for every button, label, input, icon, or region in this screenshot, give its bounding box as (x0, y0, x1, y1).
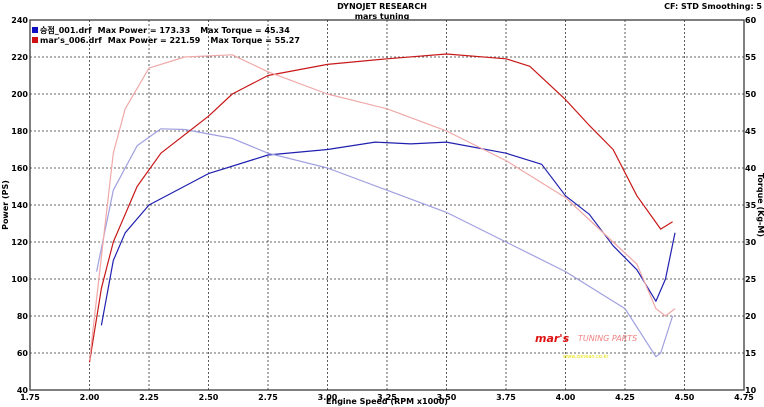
legend-row-1: 승점_001.drf Max Power = 173.33 Max Torque =… (40, 25, 290, 35)
y-tick-label: 240 (11, 16, 28, 25)
y2-tick-label: 35 (745, 201, 757, 210)
legend-torque-2: Max Torque = 55.27 (210, 36, 300, 45)
series-line-2 (96, 128, 674, 358)
series-line-4 (88, 54, 676, 361)
chart-title: DYNOJET RESEARCH (337, 2, 427, 11)
y2-tick-label: 10 (745, 386, 757, 395)
series-line-3 (88, 53, 673, 363)
y-tick-label: 220 (11, 53, 28, 62)
x-tick-label: 2.50 (199, 393, 219, 402)
y2-tick-label: 50 (745, 90, 757, 99)
x-tick-label: 4.25 (615, 393, 635, 402)
y2-tick-label: 55 (745, 53, 757, 62)
y-axis-label: Power (PS) (1, 180, 10, 230)
y2-tick-label: 15 (745, 349, 757, 358)
y-tick-label: 120 (11, 238, 28, 247)
y2-tick-label: 40 (745, 164, 757, 173)
y2-axis-label: Torque (Kg-M) (756, 173, 764, 237)
legend-file-1: 승점_001.drf (40, 25, 92, 35)
chart-subtitle: mars tuning (355, 12, 410, 21)
watermark-text: TUNING PARTS (578, 334, 637, 343)
axis-ticks: 1.75 2.00 2.25 2.50 2.75 3.00 3.25 3.50 3.75 4.00… (11, 16, 756, 402)
legend-power-1: Max Power = 173.33 (98, 26, 191, 35)
y2-tick-label: 25 (745, 275, 757, 284)
legend-file-2: mar's_006.drf (40, 36, 102, 45)
y-tick-label: 40 (17, 386, 29, 395)
x-tick-label: 4.50 (675, 393, 695, 402)
y2-tick-label: 45 (745, 127, 757, 136)
y-tick-label: 200 (11, 90, 28, 99)
x-tick-label: 3.75 (496, 393, 516, 402)
x-tick-label: 3.00 (318, 393, 338, 402)
watermark-logo: mar's (535, 332, 570, 345)
legend-swatch-2 (32, 37, 38, 43)
y-tick-label: 180 (11, 127, 28, 136)
x-tick-label: 4.00 (556, 393, 576, 402)
y2-tick-label: 20 (745, 312, 757, 321)
x-tick-label: 3.50 (437, 393, 457, 402)
legend-row-2: mar's_006.drf Max Power = 221.59 Max Torqu… (40, 36, 300, 45)
x-tick-label: 2.75 (258, 393, 278, 402)
x-tick-label: 4.75 (734, 393, 754, 402)
x-tick-label: 3.25 (377, 393, 397, 402)
x-tick-label: 1.75 (20, 393, 40, 402)
y2-tick-label: 30 (745, 238, 757, 247)
series-lines (88, 53, 676, 363)
x-tick-label: 2.00 (80, 393, 100, 402)
y-tick-label: 160 (11, 164, 28, 173)
series-line-1 (100, 141, 676, 326)
legend-torque-1: Max Torque = 45.34 (200, 26, 290, 35)
legend-swatch-1 (32, 27, 38, 33)
y2-tick-label: 60 (745, 16, 757, 25)
y-tick-label: 80 (17, 312, 29, 321)
grid (29, 19, 745, 391)
y-tick-label: 60 (17, 349, 29, 358)
x-tick-label: 2.25 (139, 393, 159, 402)
settings-text: CF: STD Smoothing: 5 (664, 2, 762, 11)
x-axis-label: Engine Speed (RPM x1000) (326, 397, 448, 406)
watermark-url: www.zonean.co.kr (563, 354, 609, 360)
y-tick-label: 140 (11, 201, 28, 210)
y-tick-label: 100 (11, 275, 28, 284)
legend-power-2: Max Power = 221.59 (108, 36, 201, 45)
